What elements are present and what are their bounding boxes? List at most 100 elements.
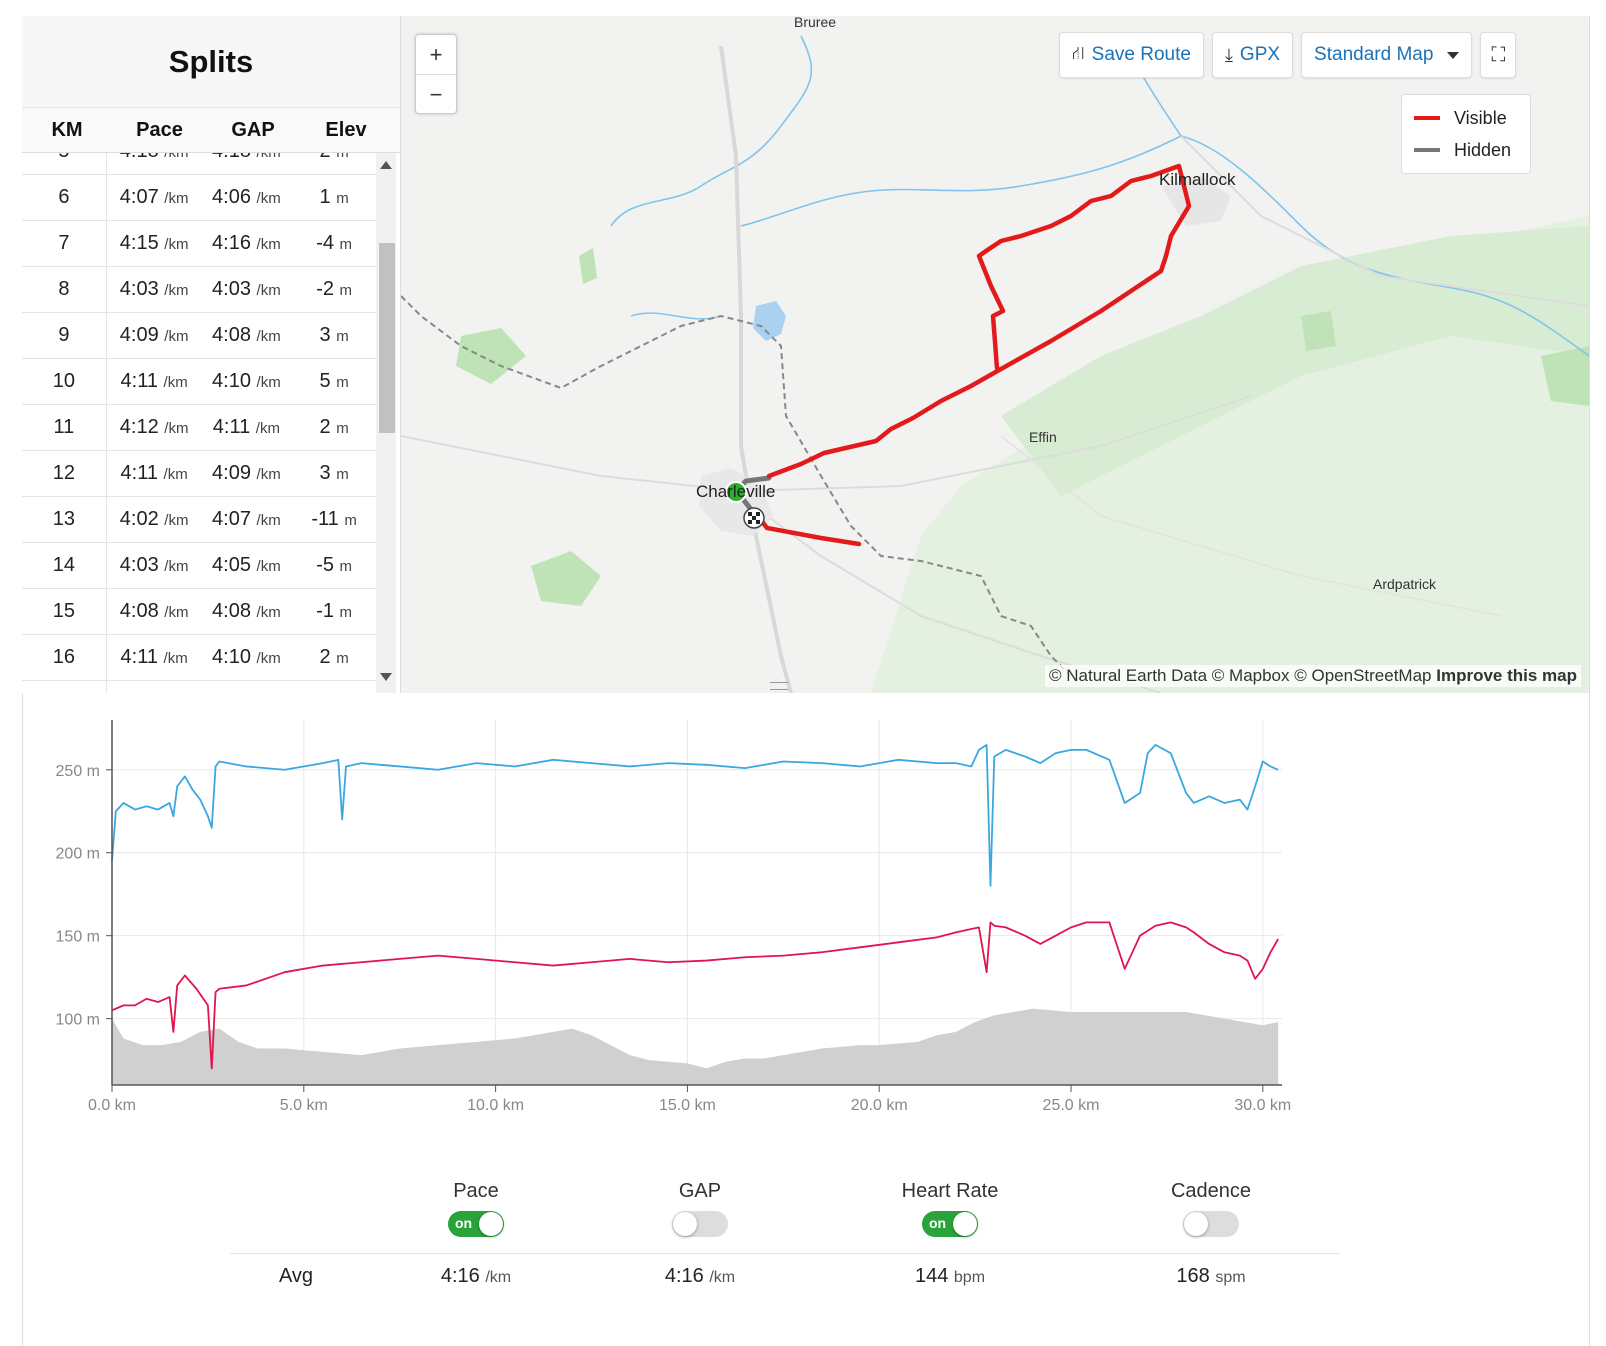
split-pace: 4:03 /km [107,278,202,301]
park-area [1541,346,1589,406]
x-tick-label: 15.0 km [659,1097,716,1114]
scroll-thumb[interactable] [379,243,395,433]
split-pace: 4:12 /km [107,416,202,439]
split-pace: 4:15 /km [107,232,202,255]
avg-gap: 4:16 /km [600,1265,800,1288]
activity-chart[interactable]: 0.0 km 5.0 km 10.0 km 15.0 km 20.0 km 25.0 km… [22,700,1588,1160]
switch-knob [953,1212,977,1236]
split-km: 9 [22,313,107,358]
scroll-up-arrow-icon[interactable] [380,161,392,169]
save-route-button[interactable]: ⛙ Save Route [1059,32,1204,78]
split-km: 12 [22,451,107,496]
main-road [719,45,793,693]
split-row[interactable]: 15 4:08 /km 4:08 /km -1 m [22,589,377,635]
pace-switch[interactable]: on [448,1211,504,1237]
park-area [1301,311,1336,351]
split-elev: 3 m [291,324,377,347]
series-toggles: Pace on GAP Heart Rate on Cadence [0,1180,1606,1250]
split-row[interactable]: 6 4:07 /km 4:06 /km 1 m [22,175,377,221]
gap-switch[interactable] [672,1211,728,1237]
route-visible[interactable] [766,163,1192,479]
split-gap-unit: /km [256,604,281,621]
toggle-gap: GAP [600,1180,800,1237]
legend-item-hidden: Hidden [1402,134,1530,166]
avg-cadence: 168 spm [1111,1265,1311,1288]
split-gap: 4:07 /km [202,508,292,531]
zoom-control: + − [415,34,457,114]
x-tick-label: 25.0 km [1043,1097,1100,1114]
split-pace-value: 4:12 [119,416,159,438]
split-pace-value: 4:18 [120,153,159,162]
fullscreen-button[interactable]: ⛶ [1480,32,1517,78]
split-km: 8 [22,267,107,312]
avg-pace-unit: /km [485,1269,512,1286]
x-tick-label: 20.0 km [851,1097,908,1114]
split-pace-unit: /km [164,558,189,575]
river [610,35,813,227]
attribution-text[interactable]: © Natural Earth Data © Mapbox © OpenStre… [1049,666,1432,685]
split-row[interactable]: 17 4:10 /km4:09 /km2 m [22,681,377,693]
start-marker[interactable] [725,481,747,503]
fullscreen-icon: ⛶ [1491,43,1506,66]
map-style-dropdown[interactable]: Standard Map [1301,32,1473,78]
split-km-value: 17 [53,692,75,693]
y-tick-label: 150 m [56,929,100,946]
resize-handle[interactable] [770,682,788,690]
split-row[interactable]: 9 4:09 /km 4:08 /km 3 m [22,313,377,359]
split-gap-value: 4:06 [212,186,251,208]
zoom-out-button[interactable]: − [429,81,443,107]
scroll-down-arrow-icon[interactable] [380,673,392,681]
split-gap-value: 4:16 [212,232,251,254]
map-toolbar: ⛙ Save Route ⤓ GPX Standard Map ⛶ [1059,32,1524,78]
split-gap: 4:08 /km [202,600,292,623]
save-route-label: Save Route [1091,44,1191,65]
route-map[interactable]: Bruree Kilmallock Charleville Effin Ardp… [401,16,1589,693]
split-row[interactable]: 10 4:11 /km 4:10 /km 5 m [22,359,377,405]
gpx-download-button[interactable]: ⤓ GPX [1211,32,1294,78]
split-row[interactable]: 12 4:11 /km 4:09 /km 3 m [22,451,377,497]
heart-rate-switch[interactable]: on [922,1211,978,1237]
split-elev-unit: m [336,153,349,161]
split-elev: -5 m [291,554,377,577]
legend-swatch-hidden [1414,148,1440,152]
split-pace-value: 4:03 [119,554,159,576]
header-pace: Pace [136,118,183,141]
split-row[interactable]: 8 4:03 /km 4:03 /km -2 m [22,267,377,313]
splits-table-body[interactable]: 54:18 /km4:18 /km2 m64:07 /km4:06 /km1 m… [22,153,377,693]
town-area [1161,176,1231,226]
split-row[interactable]: 11 4:12 /km 4:11 /km 2 m [22,405,377,451]
zoom-in-button[interactable]: + [416,35,456,75]
split-elev: 3 m [291,462,377,485]
split-row[interactable]: 14 4:03 /km 4:05 /km -5 m [22,543,377,589]
split-elev-unit: m [336,650,349,667]
split-row[interactable]: 16 4:11 /km 4:10 /km 2 m [22,635,377,681]
caret-down-icon [1447,51,1460,59]
y-tick-label: 200 m [56,846,100,863]
split-pace-value: 4:07 [119,186,159,208]
legend-label-hidden: Hidden [1454,139,1512,160]
place-label-ardpatrick: Ardpatrick [1373,576,1437,592]
split-gap-unit: /km [256,650,281,667]
split-gap: 4:11 /km [202,416,292,439]
split-gap-unit: /km [256,190,281,207]
finish-flag-icon[interactable] [743,507,765,529]
road [401,395,1252,493]
split-pace: 4:18 /km [107,153,202,163]
split-gap-value: 4:07 [212,508,251,530]
cadence-switch[interactable] [1183,1211,1239,1237]
x-tick-label: 5.0 km [280,1097,328,1114]
split-km-value: 16 [52,646,75,668]
split-km: 6 [22,175,107,220]
toggle-cadence: Cadence [1111,1180,1311,1237]
split-row[interactable]: 54:18 /km4:18 /km2 m [22,153,377,175]
split-row[interactable]: 13 4:02 /km 4:07 /km -11 m [22,497,377,543]
split-row[interactable]: 7 4:15 /km 4:16 /km -4 m [22,221,377,267]
split-gap-unit: /km [256,374,281,391]
avg-divider [230,1253,1340,1254]
split-elev-unit: m [336,374,349,391]
river [630,312,722,320]
splits-scrollbar[interactable] [376,153,396,693]
split-pace: 4:08 /km [107,600,202,623]
avg-hr-value: 144 [914,1265,949,1287]
improve-map-link[interactable]: Improve this map [1436,666,1577,685]
